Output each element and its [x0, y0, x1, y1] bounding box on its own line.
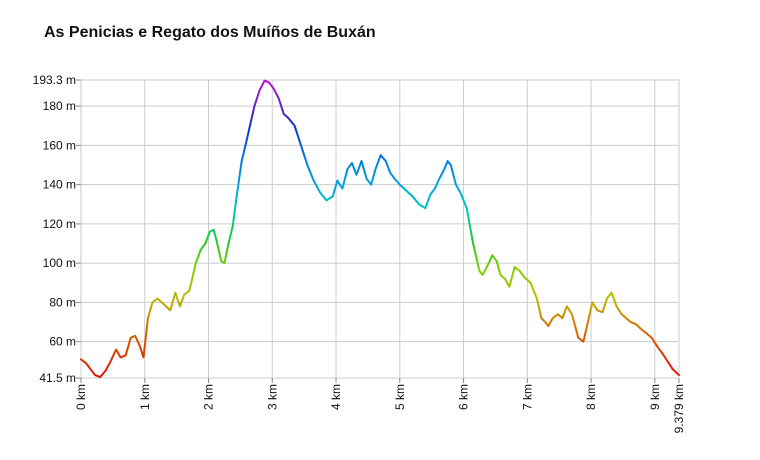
x-tick-label: 4 km: [329, 384, 343, 410]
y-tick-label: 80 m: [49, 295, 76, 309]
x-tick-label: 6 km: [457, 384, 471, 410]
y-tick-label: 120 m: [43, 217, 76, 231]
y-tick-label: 160 m: [43, 138, 76, 152]
x-tick-label: 3 km: [265, 384, 279, 410]
x-tick-label: 9 km: [648, 384, 662, 410]
x-tick-label: 1 km: [138, 384, 152, 410]
y-tick-label: 41.5 m: [39, 371, 76, 385]
grid-lines: [81, 80, 679, 378]
y-tick-label: 180 m: [43, 99, 76, 113]
x-tick-label: 0 km: [74, 384, 88, 410]
plot-area: [80, 79, 680, 379]
x-tick-label: 7 km: [520, 384, 534, 410]
elevation-line: [80, 79, 680, 379]
y-tick-label: 100 m: [43, 256, 76, 270]
y-tick-label: 60 m: [49, 335, 76, 349]
y-axis-ticks: 41.5 m 60 m 80 m 100 m 120 m 140 m 160 m 180 m 1…: [33, 73, 81, 385]
x-tick-label: 5 km: [393, 384, 407, 410]
x-axis-ticks: 0 km 1 km 2 km 3 km 4 km 5 km 6 km 7 km 8 km 9 km…: [74, 378, 686, 433]
chart-title: As Penicias e Regato dos Muíños de Buxán: [44, 24, 376, 41]
elevation-series: [80, 79, 680, 379]
x-tick-label: 2 km: [202, 384, 216, 410]
x-tick-label: 8 km: [584, 384, 598, 410]
y-tick-label: 193.3 m: [33, 73, 76, 87]
x-tick-label: 9.379 km: [672, 384, 686, 433]
y-tick-label: 140 m: [43, 178, 76, 192]
